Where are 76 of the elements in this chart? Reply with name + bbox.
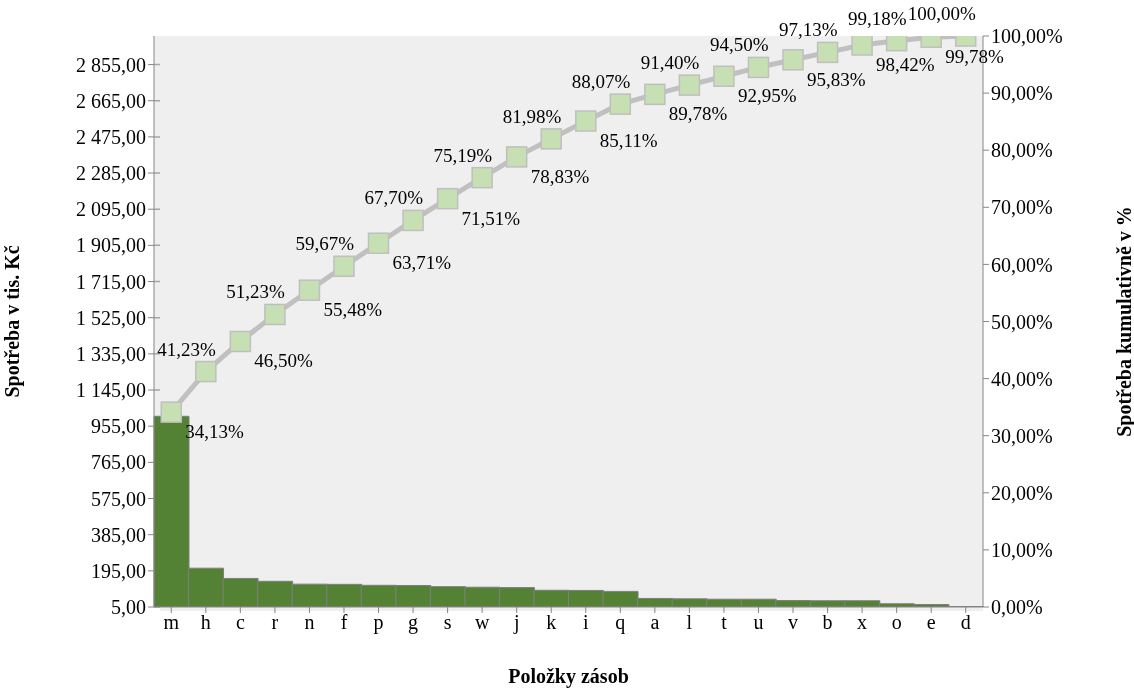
y-tick-label: 765,00 (91, 451, 146, 474)
data-label: 97,13% (778, 19, 838, 41)
data-label: 94,50% (709, 34, 769, 56)
y-tick-label: 1 145,00 (76, 379, 146, 402)
x-tick-label: v (788, 611, 799, 634)
y2-tick-label: 80,00% (991, 139, 1053, 162)
y-tick-label: 1 905,00 (76, 234, 146, 257)
y-tick-label: 1 335,00 (76, 342, 146, 365)
x-tick-label: k (546, 611, 557, 634)
data-label: 55,48% (323, 299, 383, 321)
y2-tick-label: 90,00% (991, 82, 1053, 105)
y-tick-label: 575,00 (91, 487, 146, 510)
x-tick-label: m (163, 611, 180, 634)
data-label: 95,83% (807, 68, 866, 90)
data-label: 71,51% (461, 207, 521, 229)
y2-tick-label: 70,00% (991, 196, 1053, 219)
y-tick-label: 2 475,00 (76, 125, 146, 148)
data-label: 91,40% (640, 52, 700, 74)
y2-tick-label: 20,00% (991, 481, 1053, 504)
x-tick-label: c (235, 611, 245, 634)
x-tick-label: j (512, 611, 520, 635)
data-label: 75,19% (433, 144, 493, 166)
data-label: 59,67% (295, 233, 355, 255)
x-tick-label: e (926, 611, 936, 634)
data-label: 89,78% (668, 103, 728, 125)
y2-tick-label: 60,00% (991, 253, 1053, 276)
x-tick-label: i (582, 611, 589, 634)
y-tick-label: 195,00 (91, 559, 146, 582)
y-tick-label: 1 715,00 (76, 270, 146, 293)
data-label: 78,83% (530, 165, 590, 187)
y-tick-label: 5,00 (111, 596, 146, 619)
y-tick-label: 955,00 (91, 415, 146, 438)
data-label: 51,23% (226, 281, 286, 303)
data-label: 100,00% (907, 3, 976, 24)
x-tick-label: t (721, 611, 728, 634)
y-tick-label: 385,00 (91, 523, 146, 546)
x-tick-label: r (271, 611, 279, 634)
y2-tick-label: 10,00% (991, 539, 1053, 561)
y2-tick-label: 0,00% (991, 596, 1043, 619)
y-axis-title: Spotřeba v tis. Kč (1, 245, 25, 398)
x-tick-label: n (304, 611, 315, 634)
data-label: 63,71% (392, 252, 452, 274)
x-tick-label: h (200, 611, 211, 634)
data-label: 81,98% (502, 105, 562, 127)
data-label: 88,07% (571, 71, 631, 93)
x-tick-label: q (615, 611, 626, 635)
data-label: 99,78% (945, 46, 1004, 68)
data-label: 85,11% (599, 130, 658, 152)
x-tick-label: s (443, 611, 452, 634)
y2-tick-label: 100,00% (991, 25, 1063, 48)
data-label: 99,18% (848, 7, 907, 29)
x-tick-label: w (474, 611, 490, 634)
data-label: 67,70% (364, 187, 424, 209)
x-tick-label: a (650, 611, 660, 634)
y-tick-label: 2 095,00 (76, 198, 146, 221)
y2-tick-label: 30,00% (991, 424, 1053, 447)
data-label: 98,42% (876, 54, 935, 76)
x-tick-label: b (822, 611, 833, 634)
data-label: 46,50% (254, 350, 314, 372)
x-tick-label: g (408, 611, 419, 635)
y-tick-label: 2 285,00 (76, 162, 146, 185)
x-tick-label: p (373, 611, 384, 635)
x-tick-label: l (686, 611, 693, 634)
y-tick-label: 2 665,00 (76, 89, 146, 112)
x-tick-label: f (340, 611, 348, 634)
y2-tick-label: 40,00% (991, 367, 1053, 390)
x-tick-label: u (753, 611, 764, 634)
x-tick-label: o (891, 611, 902, 634)
data-label: 41,23% (157, 338, 216, 360)
y2-tick-label: 50,00% (991, 310, 1053, 333)
x-axis-title: Položky zásob (508, 665, 629, 688)
data-label: 92,95% (737, 85, 797, 107)
x-tick-label: d (960, 611, 971, 634)
x-tick-label: x (857, 611, 868, 634)
y-tick-label: 1 525,00 (76, 306, 146, 329)
y-tick-label: 2 855,00 (76, 53, 146, 76)
